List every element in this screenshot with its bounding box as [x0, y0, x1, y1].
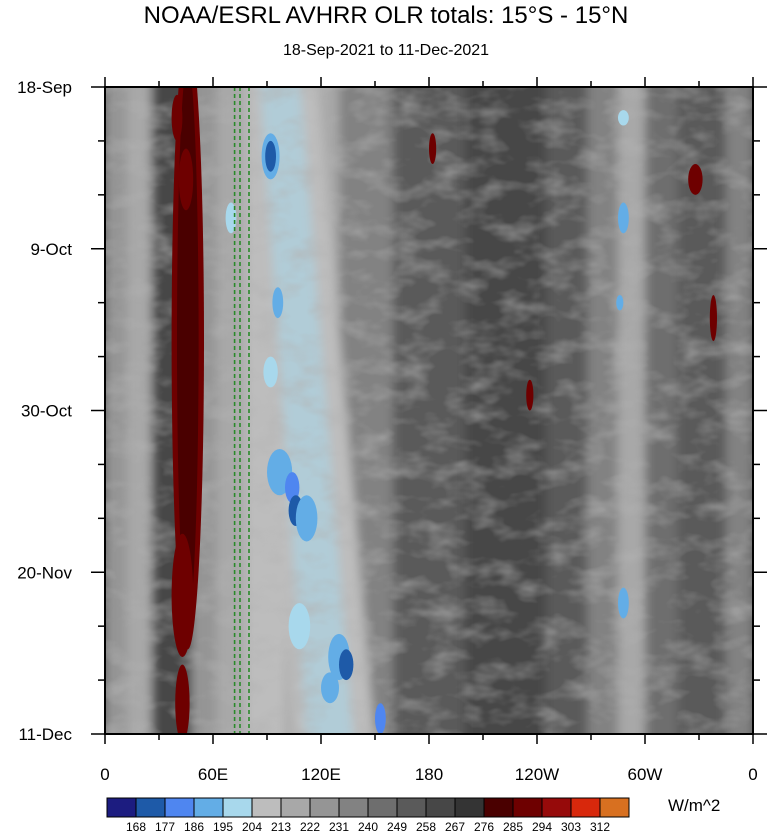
olr-feature: [225, 202, 237, 234]
colorbar-swatch: [512, 797, 543, 818]
colorbar-label: 168: [126, 820, 146, 834]
olr-feature: [709, 294, 718, 342]
colorbar-swatch: [280, 797, 311, 818]
x-tick-label: 0: [748, 765, 757, 784]
colorbar-swatch: [425, 797, 456, 818]
colorbar-swatch: [309, 797, 340, 818]
colorbar-label: 213: [271, 820, 291, 834]
olr-feature: [339, 649, 354, 681]
x-tick-label: 0: [100, 765, 109, 784]
y-tick-label: 30-Oct: [21, 402, 72, 421]
olr-feature: [177, 87, 199, 619]
colorbar-label: 249: [387, 820, 407, 834]
olr-field: [105, 87, 753, 734]
y-tick-label: 20-Nov: [17, 563, 72, 582]
colorbar-label: 303: [561, 820, 581, 834]
colorbar-label: 231: [329, 820, 349, 834]
x-tick-label: 120E: [301, 765, 341, 784]
olr-feature: [265, 140, 276, 172]
olr-feature: [171, 533, 194, 657]
olr-feature: [321, 672, 339, 704]
colorbar-swatch: [251, 797, 282, 818]
colorbar-label: 186: [184, 820, 204, 834]
colorbar-units: W/m^2: [668, 796, 721, 815]
olr-feature: [288, 603, 311, 650]
colorbar-label: 222: [300, 820, 320, 834]
olr-feature: [616, 294, 624, 311]
colorbar: 168 177 186 195 204 213 222 231 240 249 258 267 276 2…: [106, 797, 630, 834]
colorbar-swatch: [193, 797, 224, 818]
y-axis: 18-Sep 9-Oct 30-Oct 20-Nov 11-Dec: [17, 78, 767, 744]
colorbar-swatch: [338, 797, 369, 818]
olr-blobs: [171, 87, 718, 734]
olr-feature: [618, 202, 629, 234]
colorbar-label: 258: [416, 820, 436, 834]
colorbar-label: 240: [358, 820, 378, 834]
colorbar-swatch: [599, 797, 630, 818]
y-tick-label: 18-Sep: [17, 78, 72, 97]
olr-feature: [618, 110, 629, 126]
colorbar-swatch: [367, 797, 398, 818]
y-tick-label: 9-Oct: [30, 240, 72, 259]
olr-feature: [178, 148, 194, 211]
colorbar-label: 312: [590, 820, 610, 834]
colorbar-label: 285: [503, 820, 523, 834]
colorbar-label: 177: [155, 820, 175, 834]
chart-subtitle: 18-Sep-2021 to 11-Dec-2021: [282, 42, 490, 59]
colorbar-swatch: [483, 797, 514, 818]
colorbar-swatch: [570, 797, 601, 818]
olr-feature: [171, 94, 183, 141]
olr-feature: [375, 703, 386, 734]
colorbar-label: 204: [242, 820, 262, 834]
y-tick-label: 11-Dec: [18, 725, 72, 744]
colorbar-label: 195: [213, 820, 233, 834]
colorbar-swatch: [106, 797, 137, 818]
x-axis: 0 60E 120E 180 120W 60W 0: [100, 77, 758, 784]
colorbar-label: 294: [532, 820, 552, 834]
colorbar-label: 276: [474, 820, 494, 834]
colorbar-swatch: [135, 797, 166, 818]
reference-lines: [233, 87, 250, 734]
x-tick-label: 120W: [515, 765, 559, 784]
olr-feature: [429, 133, 437, 165]
chart-title: NOAA/ESRL AVHRR OLR totals: 15°S - 15°N: [143, 2, 629, 29]
colorbar-label: 267: [445, 820, 465, 834]
x-tick-label: 60W: [628, 765, 663, 784]
olr-feature: [688, 164, 703, 195]
colorbar-swatch: [164, 797, 195, 818]
colorbar-swatch: [396, 797, 427, 818]
olr-feature: [618, 587, 629, 619]
colorbar-swatch: [222, 797, 253, 818]
colorbar-swatch: [541, 797, 572, 818]
colorbar-swatch: [454, 797, 485, 818]
olr-feature: [175, 664, 190, 734]
x-tick-label: 180: [415, 765, 443, 784]
olr-feature: [526, 379, 534, 411]
olr-feature: [272, 287, 284, 319]
olr-feature: [263, 356, 278, 388]
x-tick-label: 60E: [198, 765, 228, 784]
olr-feature: [295, 495, 318, 542]
